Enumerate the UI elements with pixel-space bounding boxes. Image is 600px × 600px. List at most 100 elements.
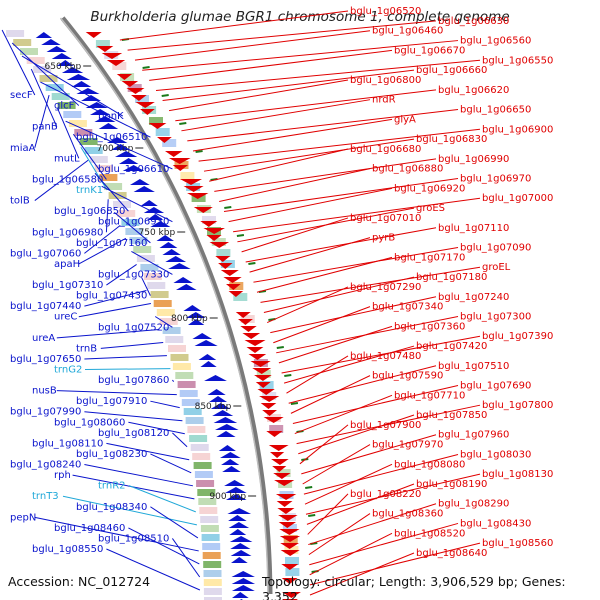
cog-tile [143, 273, 162, 280]
label-connector [84, 355, 167, 360]
label-connector [169, 79, 349, 112]
gene-label-right: bglu_1g08430 [460, 518, 531, 529]
forward-gene-arrow [230, 543, 251, 549]
cog-tile [13, 39, 32, 46]
gene-label-right: bglu_1g07960 [438, 430, 509, 441]
gene-label-right: bglu_1g07300 [460, 311, 531, 322]
label-connector [299, 424, 349, 465]
reverse-gene-arrow [281, 578, 298, 584]
forward-gene-arrow [159, 242, 178, 248]
reverse-gene-arrow [135, 102, 155, 108]
ring-tick [248, 262, 256, 265]
forward-gene-arrow [165, 256, 187, 262]
cog-tile [203, 570, 222, 577]
forward-gene-arrow [218, 445, 236, 451]
cog-tile [150, 291, 169, 298]
cog-tile [162, 327, 181, 334]
gene-label-right: bglu_1g07900 [350, 420, 421, 431]
label-connector [128, 527, 200, 565]
reverse-gene-arrow [273, 473, 291, 479]
cog-tile [189, 435, 208, 442]
forward-gene-arrow [207, 389, 226, 395]
cog-tile [121, 219, 140, 226]
reverse-gene-arrow [259, 396, 280, 402]
scale-marks: 650 kbp 700 kbp 750 kbp 800 kbp 850 kbp 900 k… [45, 62, 257, 502]
label-connector [304, 463, 393, 505]
cog-tile [94, 165, 113, 172]
label-connector [11, 42, 80, 106]
label-connector [84, 224, 121, 254]
gene-label-right: bglu_1g06990 [438, 154, 509, 165]
cog-tile [204, 597, 222, 600]
reverse-gene-arrow [279, 536, 301, 542]
cog-tile [39, 75, 58, 82]
label-connector [100, 342, 164, 349]
forward-gene-arrow [231, 557, 248, 563]
cog-tile [203, 588, 222, 595]
cog-tile [269, 425, 284, 433]
reverse-gene-arrow [180, 179, 202, 185]
cog-tile [256, 370, 271, 378]
label-connector [142, 40, 459, 71]
label-connector [296, 404, 481, 445]
cog-tile [179, 390, 198, 397]
scale-mark-label: 650 kbp [45, 62, 82, 72]
gene-label-left: tolB [10, 196, 30, 207]
gene-label-right: bglu_1g08030 [460, 449, 531, 460]
gene-label-right: bglu_1g06620 [438, 85, 509, 96]
forward-gene-arrow [76, 88, 100, 94]
cog-tile [84, 147, 103, 154]
label-connector [56, 329, 160, 339]
cog-tile [203, 579, 222, 586]
forward-gene-arrow [150, 221, 171, 227]
reverse-gene-arrow [278, 515, 298, 521]
gene-label-left: mutL [54, 153, 80, 164]
cog-tile [33, 66, 52, 73]
cog-tile [155, 128, 170, 136]
label-connector [84, 289, 147, 307]
label-connector [187, 109, 459, 142]
label-connector [307, 493, 349, 535]
label-connector [34, 94, 50, 148]
reverse-gene-arrow [282, 592, 301, 598]
reverse-gene-arrow [209, 242, 230, 248]
reverse-gene-arrow [266, 431, 283, 437]
gene-label-right: bglu_1g06670 [394, 45, 465, 56]
label-connector [301, 434, 437, 475]
label-connector [223, 178, 459, 213]
reverse-gene-arrow [262, 410, 277, 416]
gene-label-right: bglu_1g07390 [482, 331, 553, 342]
label-connector [141, 277, 151, 296]
cog-tile [159, 318, 178, 325]
cog-tile [6, 30, 25, 37]
cog-tile [192, 453, 211, 460]
ring-tick [276, 346, 284, 349]
gene-label-right: bglu_1g07480 [350, 351, 421, 362]
gene-label-right: groEL [482, 262, 511, 273]
reverse-gene-arrow [278, 522, 296, 528]
cog-tile [196, 480, 215, 487]
reverse-gene-arrow [101, 53, 123, 59]
label-connector [241, 217, 349, 253]
gene-label-left: bglu_1g06980 [32, 227, 103, 238]
gene-label-left: bglu_1g08110 [32, 438, 103, 449]
gene-label-right: bglu_1g07170 [394, 252, 465, 263]
label-connector [94, 172, 129, 212]
label-connector [62, 495, 198, 526]
label-connector [150, 453, 192, 474]
label-connector [80, 146, 108, 191]
cog-tile [233, 293, 248, 301]
forward-gene-arrow [213, 417, 238, 423]
gene-label-right: bglu_1g06880 [372, 164, 443, 175]
gene-label-right: bglu_1g07000 [482, 193, 553, 204]
forward-gene-arrow [212, 410, 234, 416]
forward-gene-arrow [231, 585, 255, 591]
label-connector [245, 227, 437, 263]
label-connector [65, 120, 173, 170]
cog-tile [165, 336, 184, 343]
forward-gene-arrow [98, 123, 119, 129]
gene-label-right: bglu_1g07090 [460, 243, 531, 254]
gene-label-right: bglu_1g07510 [438, 361, 509, 372]
label-connector [84, 368, 171, 371]
